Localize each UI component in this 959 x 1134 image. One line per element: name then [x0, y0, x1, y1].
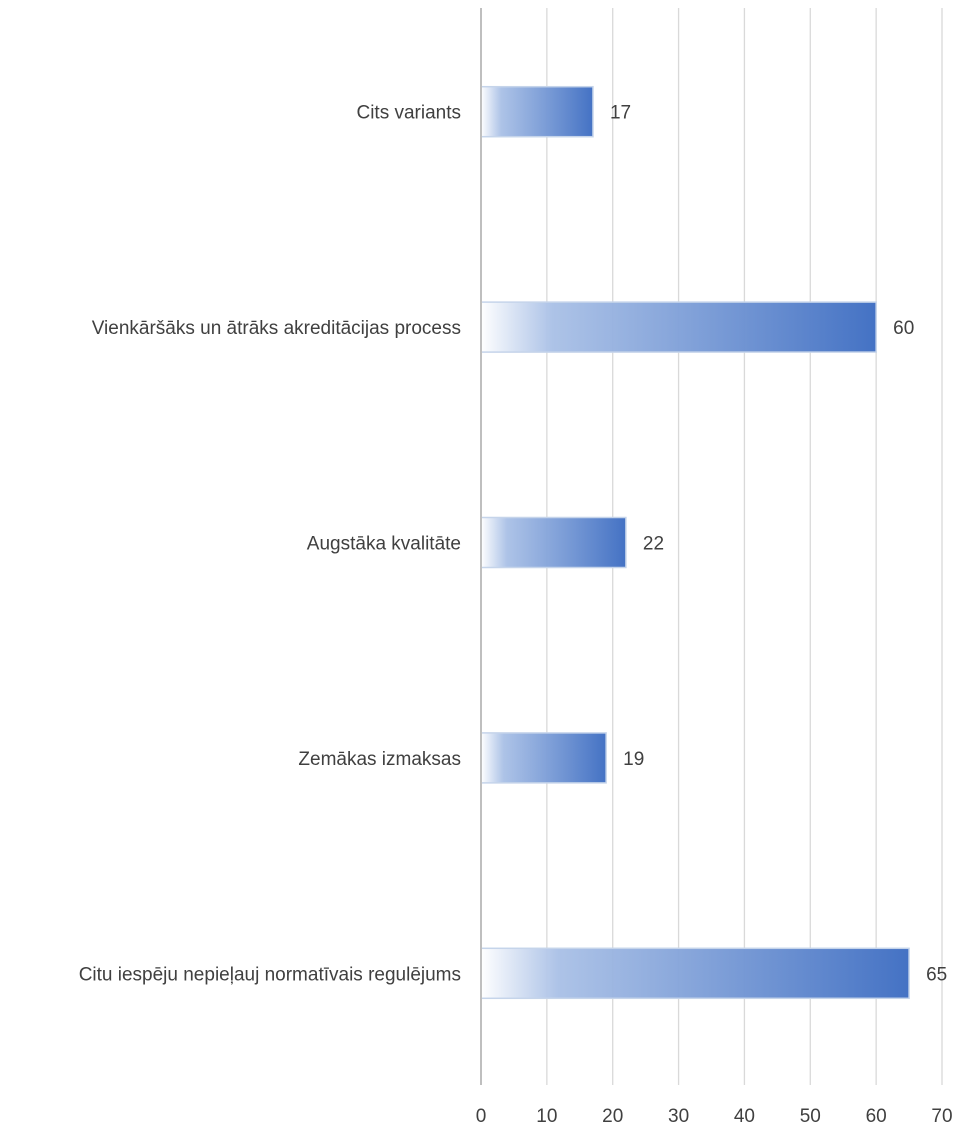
- data-label: 19: [623, 749, 644, 770]
- x-tick-label: 60: [866, 1106, 887, 1127]
- category-label: Cits variants: [356, 103, 461, 124]
- x-tick-label: 30: [668, 1106, 689, 1127]
- data-label: 65: [926, 964, 947, 985]
- data-label: 17: [610, 103, 631, 124]
- x-tick-label: 10: [536, 1106, 557, 1127]
- x-tick-label: 70: [931, 1106, 952, 1127]
- category-label: Zemākas izmaksas: [298, 749, 461, 770]
- labels: 0 10 20 30 40 50 60 70 17 Cits variants 60 Vienkārš…: [79, 103, 953, 1127]
- category-label: Vienkāršāks un ātrāks akreditācijas proc…: [92, 318, 461, 339]
- x-tick-label: 0: [476, 1106, 487, 1127]
- bar: [480, 85, 594, 138]
- data-label: 22: [643, 534, 664, 555]
- bar: [480, 732, 607, 784]
- x-tick-label: 50: [800, 1106, 821, 1127]
- data-label: 60: [893, 318, 914, 339]
- bars: [480, 85, 910, 1000]
- x-tick-label: 40: [734, 1106, 755, 1127]
- bar: [480, 301, 877, 353]
- category-label: Citu iespēju nepieļauj normatīvais regul…: [79, 964, 461, 985]
- category-label: Augstāka kvalitāte: [307, 534, 461, 555]
- gridlines: [546, 8, 943, 1085]
- bar: [480, 516, 627, 569]
- x-tick-label: 20: [602, 1106, 623, 1127]
- bar: [480, 947, 910, 1000]
